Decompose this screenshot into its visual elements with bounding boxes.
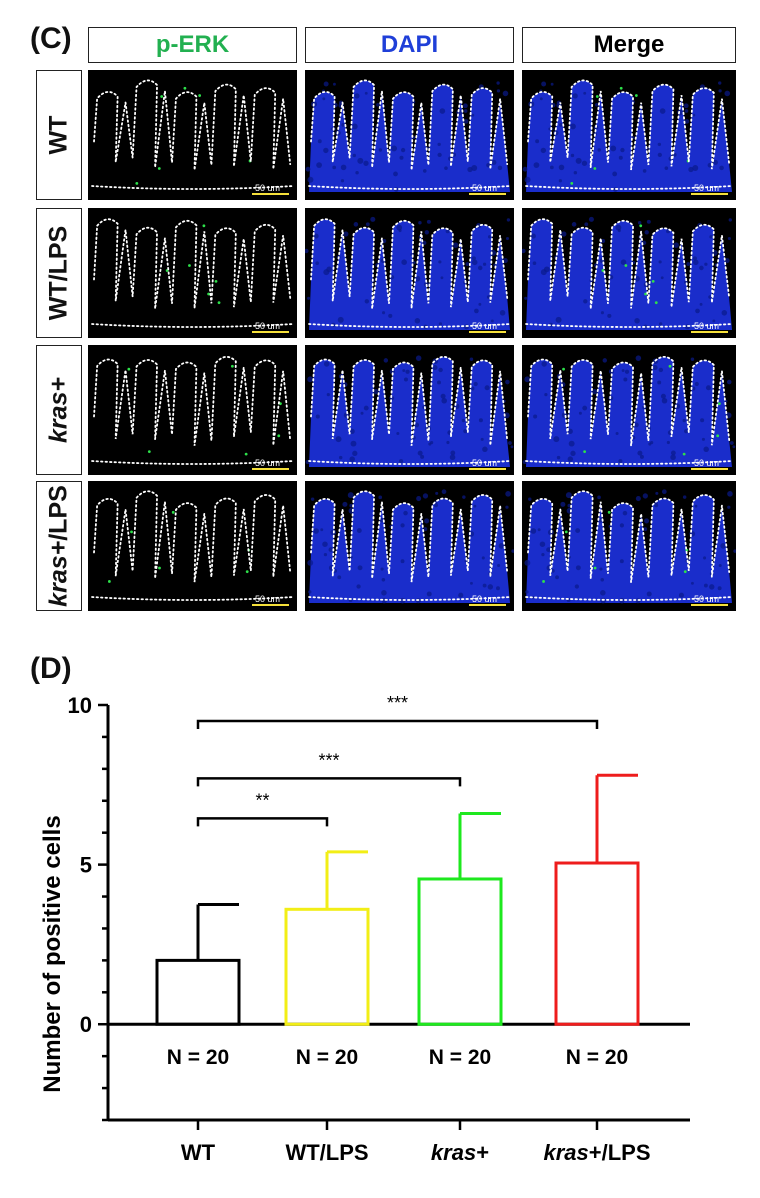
x-tick-label: WT — [181, 1140, 216, 1165]
column-header-dapi: DAPI — [305, 27, 514, 63]
scale-bar-label: 50 um — [694, 183, 719, 193]
x-tick-label: WT/LPS — [285, 1140, 368, 1165]
x-tick-label: kras+ — [431, 1140, 489, 1165]
n-label: N = 20 — [296, 1046, 358, 1069]
significance-label: *** — [387, 693, 408, 713]
significance-label: *** — [318, 750, 339, 770]
n-label: N = 20 — [167, 1046, 229, 1069]
panel-d-label: (D) — [30, 652, 72, 685]
scale-bar-label: 50 um — [255, 183, 280, 193]
scale-bar-label: 50 um — [255, 458, 280, 468]
micrograph-merge-row-2: 50 um — [522, 208, 736, 338]
micrograph-merge-row-3: 50 um — [522, 345, 736, 475]
significance-bracket — [196, 719, 599, 729]
scale-bar-label: 50 um — [472, 183, 497, 193]
scale-bar-label: 50 um — [472, 594, 497, 604]
row-label-wt: WT — [36, 70, 82, 200]
bar — [155, 958, 241, 1026]
y-tick-label: 10 — [68, 693, 92, 718]
bar — [284, 907, 370, 1026]
scale-bar-label: 50 um — [255, 321, 280, 331]
significance-bracket — [196, 817, 329, 827]
scale-bar-label: 50 um — [255, 594, 280, 604]
micrograph-merge-row-1: 50 um — [522, 70, 736, 200]
column-header-perk: p-ERK — [88, 27, 297, 63]
row-label-part: kras+ — [44, 376, 73, 444]
panel-c-label: (C) — [30, 22, 72, 55]
scale-bar-label: 50 um — [694, 594, 719, 604]
micrograph-dapi-row-3: 50 um — [305, 345, 514, 475]
scale-bar-label: 50 um — [694, 321, 719, 331]
micrograph-perk-row-3: 50 um — [88, 345, 297, 475]
y-tick-label: 5 — [80, 853, 92, 878]
scale-bar-label: 50 um — [472, 321, 497, 331]
row-label-kras-lps: kras+/LPS — [36, 481, 82, 611]
significance-bracket — [196, 777, 462, 787]
bar — [417, 877, 503, 1026]
significance-label: ** — [255, 790, 269, 810]
micrograph-perk-row-1: 50 um — [88, 70, 297, 200]
micrograph-merge-row-4: 50 um — [522, 481, 736, 611]
row-label-part: /LPS — [44, 485, 73, 541]
row-label-part: WT — [44, 115, 73, 155]
micrograph-dapi-row-2: 50 um — [305, 208, 514, 338]
micrograph-perk-row-2: 50 um — [88, 208, 297, 338]
row-label-part: kras+ — [44, 540, 73, 607]
y-axis-label: Number of positive cells — [39, 815, 66, 1092]
row-label-part: WT/LPS — [44, 225, 73, 321]
x-tick-label: kras+/LPS — [543, 1140, 650, 1165]
y-tick-label: 0 — [80, 1012, 92, 1037]
row-label-kras: kras+ — [36, 345, 82, 475]
n-label: N = 20 — [429, 1046, 491, 1069]
scale-bar-label: 50 um — [694, 458, 719, 468]
micrograph-dapi-row-4: 50 um — [305, 481, 514, 611]
column-header-merge: Merge — [522, 27, 736, 63]
micrograph-perk-row-4: 50 um — [88, 481, 297, 611]
micrograph-dapi-row-1: 50 um — [305, 70, 514, 200]
n-label: N = 20 — [566, 1046, 628, 1069]
bar — [554, 861, 640, 1026]
bar-chart: 0 5 10 Number of positive cells N = 20 N = 20… — [39, 693, 690, 1165]
scale-bar-label: 50 um — [472, 458, 497, 468]
row-label-wt-lps: WT/LPS — [36, 208, 82, 338]
